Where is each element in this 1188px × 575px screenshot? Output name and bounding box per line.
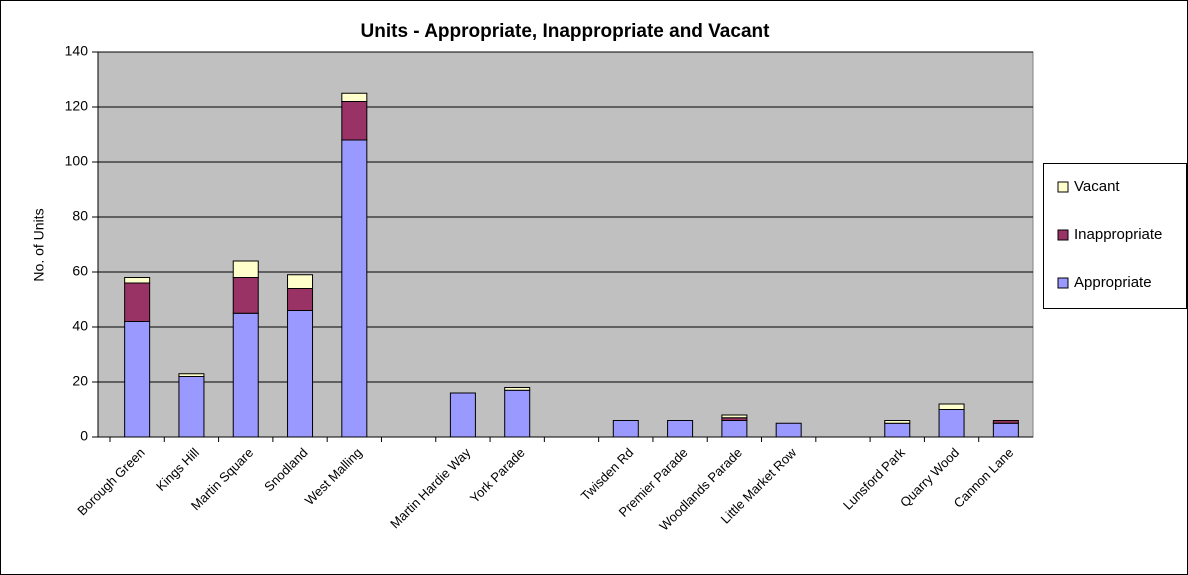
bar-segment: [178, 376, 205, 438]
bar-segment: [721, 420, 748, 438]
bar-segment: [178, 373, 205, 377]
bar-segment: [449, 392, 476, 438]
y-tick-label: 0: [80, 428, 88, 444]
bar-segment: [884, 420, 911, 424]
bar-segment: [938, 403, 965, 410]
bar-segment: [287, 310, 314, 438]
bar-segment: [124, 282, 151, 322]
y-tick-label: 120: [65, 98, 89, 114]
legend-label: Appropriate: [1074, 274, 1152, 291]
bar-segment: [232, 277, 259, 314]
y-tick-label: 140: [65, 43, 89, 59]
bar-segment: [504, 389, 531, 438]
y-tick-label: 20: [72, 373, 88, 389]
y-tick-label: 40: [72, 318, 88, 334]
bar-segment: [612, 420, 639, 438]
bar-segment: [775, 422, 802, 438]
bar-segment: [341, 92, 368, 102]
bar-segment: [124, 321, 151, 438]
y-tick-label: 60: [72, 263, 88, 279]
legend-label: Vacant: [1074, 178, 1120, 195]
bar-segment: [721, 414, 748, 419]
bar-segment: [232, 312, 259, 438]
bar-segment: [341, 139, 368, 438]
bar-segment: [287, 274, 314, 289]
bar-segment: [992, 420, 1019, 424]
bar-segment: [341, 101, 368, 141]
bar-segment: [504, 387, 531, 391]
y-tick-label: 80: [72, 208, 88, 224]
bar-segment: [667, 420, 694, 438]
bar-segment: [232, 260, 259, 278]
legend-swatch: [1057, 181, 1069, 193]
y-tick-label: 100: [65, 153, 89, 169]
legend-swatch: [1057, 229, 1069, 241]
y-axis-label: No. of Units: [31, 208, 47, 281]
chart-title: Units - Appropriate, Inappropriate and V…: [361, 21, 771, 42]
bar-segment: [992, 422, 1019, 438]
bar-segment: [884, 422, 911, 438]
legend-label: Inappropriate: [1074, 226, 1162, 243]
bar-segment: [938, 409, 965, 438]
legend-swatch: [1057, 277, 1069, 289]
bar-segment: [124, 277, 151, 284]
bar-segment: [287, 288, 314, 311]
